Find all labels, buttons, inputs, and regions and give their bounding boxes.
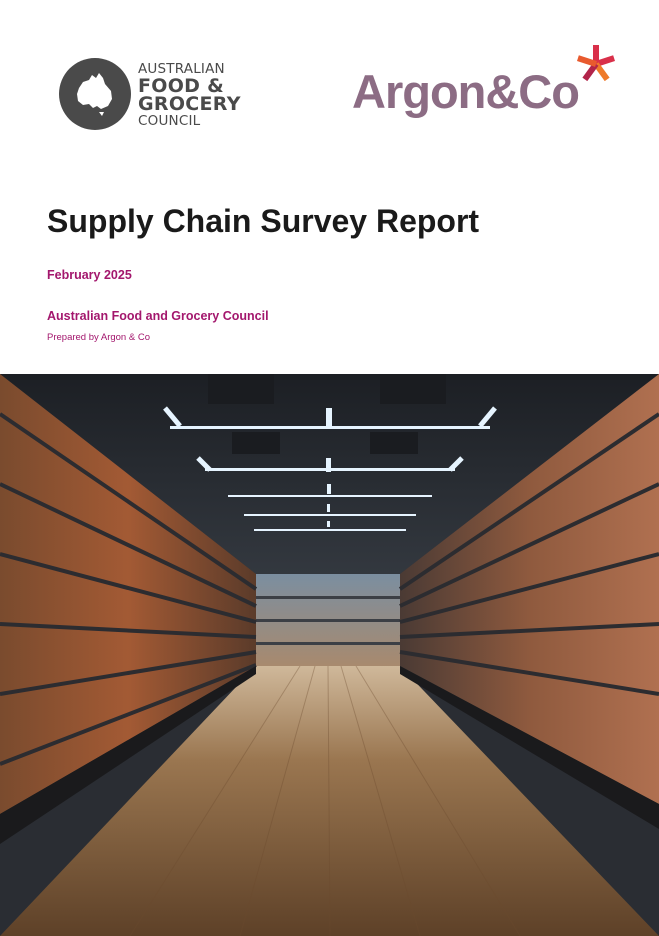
argon-co-logo: Argon&Co: [352, 44, 617, 124]
afgc-line-grocery: GROCERY: [138, 93, 241, 115]
report-date: February 2025: [47, 268, 132, 282]
afgc-logo: AUSTRALIAN FOOD & GROCERY COUNCIL: [59, 58, 259, 130]
asterisk-star-icon: [577, 45, 615, 82]
australia-map-icon: [59, 58, 131, 130]
argon-co-wordmark: Argon&Co: [352, 65, 580, 118]
report-title: Supply Chain Survey Report: [47, 203, 480, 239]
afgc-line-food: FOOD &: [138, 75, 225, 97]
organisation-name: Australian Food and Grocery Council: [47, 309, 269, 323]
prepared-by: Prepared by Argon & Co: [47, 332, 150, 343]
supermarket-aisle-photo: [0, 374, 659, 936]
afgc-line-australian: AUSTRALIAN: [138, 61, 225, 77]
afgc-line-council: COUNCIL: [138, 113, 201, 129]
